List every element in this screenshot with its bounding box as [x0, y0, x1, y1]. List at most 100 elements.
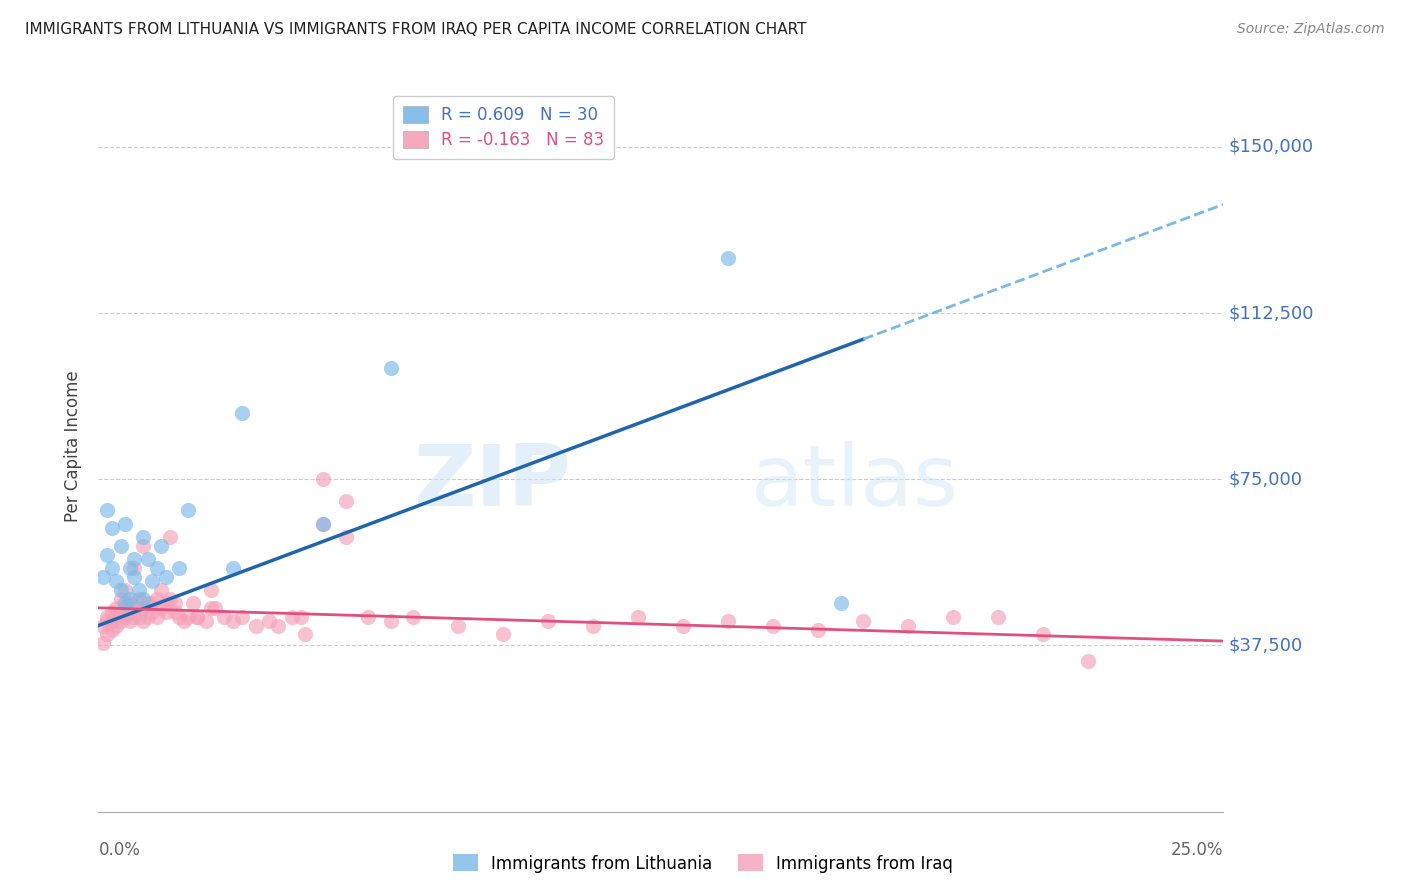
Point: [128, 583, 150, 598]
Point: [132, 530, 155, 544]
Point: [222, 561, 245, 575]
Point: [96, 627, 118, 641]
Point: [357, 609, 380, 624]
Point: [290, 609, 312, 624]
Point: [155, 570, 177, 584]
Point: [380, 361, 402, 376]
Point: [128, 591, 150, 606]
Text: $37,500: $37,500: [1229, 637, 1303, 655]
Point: [204, 600, 226, 615]
Point: [114, 516, 136, 531]
Point: [281, 609, 304, 624]
Point: [114, 583, 136, 598]
Point: [128, 609, 150, 624]
Point: [150, 600, 173, 615]
Point: [762, 618, 785, 632]
Point: [163, 596, 186, 610]
Text: $150,000: $150,000: [1229, 137, 1315, 156]
Point: [132, 591, 155, 606]
Point: [159, 530, 181, 544]
Text: 25.0%: 25.0%: [1171, 841, 1223, 859]
Point: [141, 574, 163, 589]
Point: [114, 596, 136, 610]
Point: [200, 583, 222, 598]
Text: $112,500: $112,500: [1229, 304, 1315, 322]
Point: [124, 561, 146, 575]
Point: [110, 591, 132, 606]
Point: [101, 623, 124, 637]
Point: [177, 609, 200, 624]
Point: [124, 552, 146, 566]
Point: [101, 521, 124, 535]
Point: [141, 605, 163, 619]
Point: [312, 516, 335, 531]
Point: [105, 600, 128, 615]
Point: [136, 552, 159, 566]
Point: [118, 561, 141, 575]
Point: [136, 596, 159, 610]
Point: [118, 596, 141, 610]
Point: [132, 614, 155, 628]
Point: [717, 251, 740, 265]
Point: [222, 614, 245, 628]
Point: [105, 618, 128, 632]
Point: [987, 609, 1010, 624]
Point: [312, 516, 335, 531]
Point: [132, 600, 155, 615]
Point: [852, 614, 875, 628]
Point: [114, 609, 136, 624]
Point: [200, 600, 222, 615]
Point: [245, 618, 267, 632]
Point: [101, 614, 124, 628]
Text: atlas: atlas: [751, 441, 959, 524]
Point: [110, 539, 132, 553]
Point: [124, 609, 146, 624]
Point: [181, 596, 204, 610]
Point: [105, 574, 128, 589]
Point: [830, 596, 852, 610]
Point: [132, 539, 155, 553]
Point: [105, 609, 128, 624]
Point: [146, 591, 169, 606]
Point: [231, 406, 253, 420]
Point: [110, 605, 132, 619]
Point: [91, 636, 114, 650]
Point: [294, 627, 316, 641]
Point: [136, 609, 159, 624]
Point: [807, 623, 830, 637]
Point: [335, 494, 357, 508]
Point: [124, 600, 146, 615]
Point: [214, 609, 236, 624]
Point: [169, 609, 191, 624]
Point: [150, 539, 173, 553]
Legend: R = 0.609   N = 30, R = -0.163   N = 83: R = 0.609 N = 30, R = -0.163 N = 83: [392, 96, 614, 159]
Point: [96, 609, 118, 624]
Legend: Immigrants from Lithuania, Immigrants from Iraq: Immigrants from Lithuania, Immigrants fr…: [447, 847, 959, 880]
Point: [101, 561, 124, 575]
Point: [173, 614, 195, 628]
Point: [118, 605, 141, 619]
Point: [91, 570, 114, 584]
Point: [402, 609, 425, 624]
Point: [159, 591, 181, 606]
Point: [96, 548, 118, 562]
Text: 0.0%: 0.0%: [98, 841, 141, 859]
Point: [118, 591, 141, 606]
Point: [897, 618, 920, 632]
Y-axis label: Per Capita Income: Per Capita Income: [65, 370, 83, 522]
Point: [582, 618, 605, 632]
Point: [195, 614, 218, 628]
Point: [672, 618, 695, 632]
Point: [150, 583, 173, 598]
Point: [186, 609, 208, 624]
Point: [96, 503, 118, 517]
Point: [627, 609, 650, 624]
Point: [335, 530, 357, 544]
Point: [380, 614, 402, 628]
Point: [537, 614, 560, 628]
Point: [717, 614, 740, 628]
Point: [186, 609, 208, 624]
Point: [1032, 627, 1054, 641]
Point: [163, 605, 186, 619]
Point: [492, 627, 515, 641]
